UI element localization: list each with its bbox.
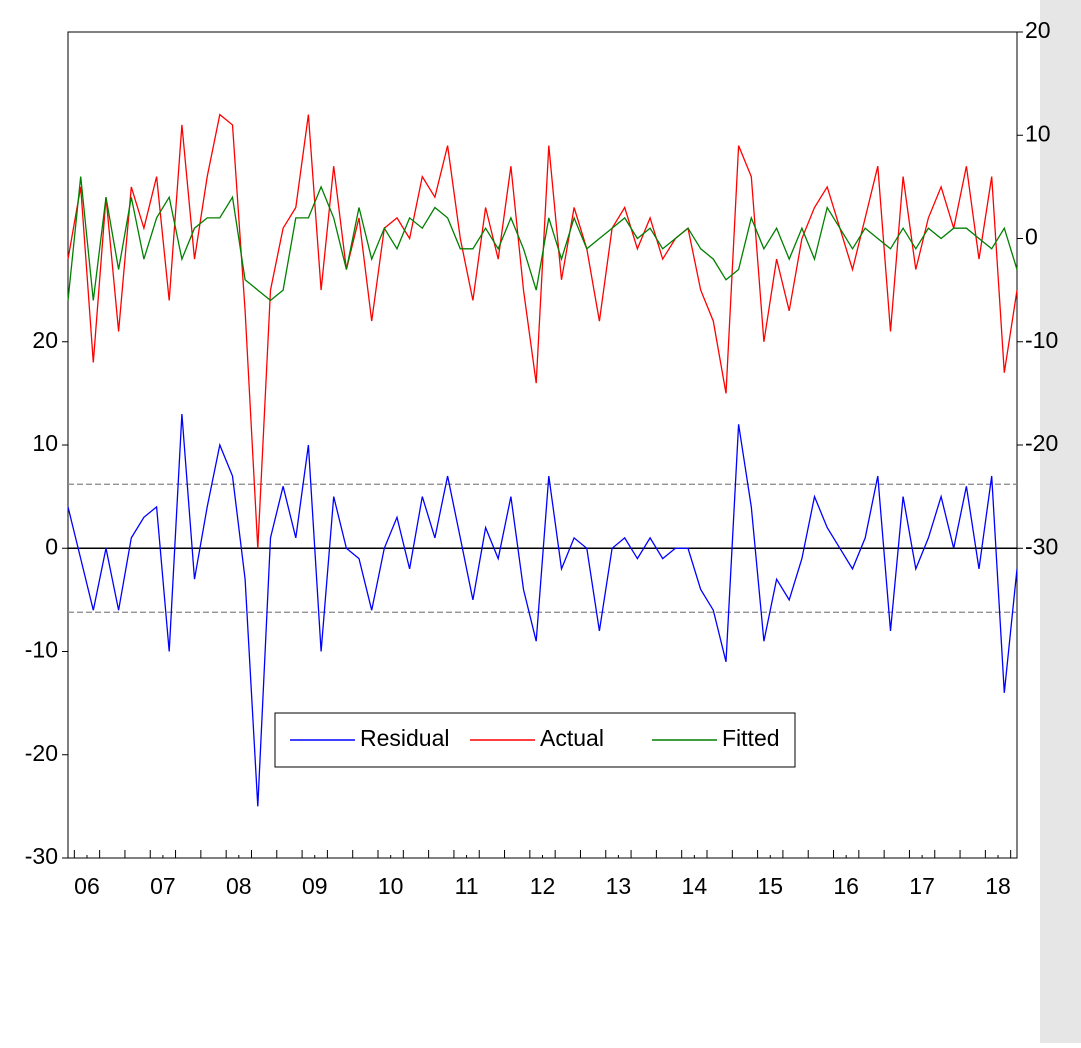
y2-tick-label: -30 <box>1025 533 1058 559</box>
series-line <box>67 413 1018 807</box>
y-tick-label: -20 <box>25 740 58 766</box>
y2-tick-label: -10 <box>1025 327 1058 353</box>
y-tick-label: 10 <box>32 430 58 456</box>
legend-label: Residual <box>360 725 450 751</box>
series-line <box>67 176 1018 302</box>
x-tick-label: 18 <box>985 873 1011 899</box>
x-tick-label: 10 <box>378 873 404 899</box>
y-tick-label: 0 <box>45 533 58 559</box>
y-tick-label: -30 <box>25 843 58 869</box>
y2-tick-label: -20 <box>1025 430 1058 456</box>
x-tick-label: 16 <box>833 873 859 899</box>
x-tick-label: 09 <box>302 873 328 899</box>
legend-label: Actual <box>540 725 604 751</box>
x-tick-label: 15 <box>757 873 783 899</box>
y2-tick-label: 20 <box>1025 17 1051 43</box>
x-tick-label: 14 <box>682 873 708 899</box>
x-tick-label: 17 <box>909 873 935 899</box>
x-tick-label: 07 <box>150 873 176 899</box>
x-tick-label: 06 <box>74 873 100 899</box>
x-tick-label: 08 <box>226 873 252 899</box>
y-tick-label: -10 <box>25 637 58 663</box>
y2-tick-label: 0 <box>1025 224 1038 250</box>
x-tick-label: 11 <box>455 873 479 899</box>
y2-tick-label: 10 <box>1025 120 1051 146</box>
y-tick-label: 20 <box>32 327 58 353</box>
x-tick-label: 12 <box>530 873 556 899</box>
legend-label: Fitted <box>722 725 780 751</box>
side-panel <box>1040 0 1081 1043</box>
x-tick-label: 13 <box>606 873 632 899</box>
series-line <box>67 113 1018 549</box>
